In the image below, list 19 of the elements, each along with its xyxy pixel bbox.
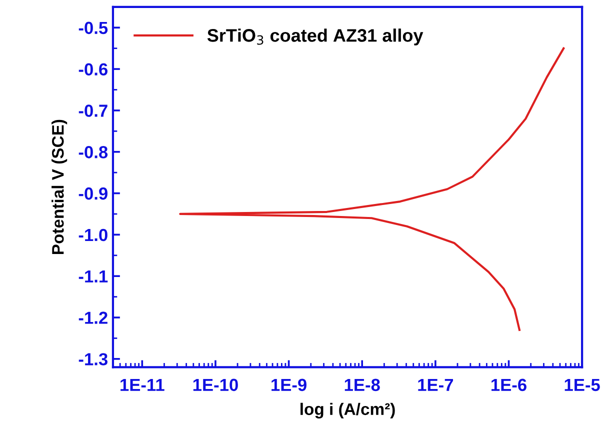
x-tick-label: 1E-10: [193, 378, 238, 392]
y-tick-label: -0.6: [78, 63, 108, 76]
y-axis-title: Potential V (SCE): [52, 120, 68, 254]
y-tick-label: -1.2: [78, 312, 108, 324]
x-tick-label: 1E-7: [418, 378, 454, 391]
x-tick-label: 1E-11: [120, 378, 164, 391]
y-tick-label: -1.0: [78, 228, 108, 242]
y-tick-label: -1.3: [78, 353, 108, 366]
y-tick-label: -1.1: [78, 270, 108, 282]
x-tick-label: 1E-6: [492, 378, 526, 392]
y-tick-label: -0.5: [78, 22, 108, 34]
x-tick-label: 1E-8: [344, 378, 380, 392]
y-tick-label: -0.9: [78, 187, 108, 200]
y-tick-label: -0.8: [78, 146, 108, 158]
legend-label: SrTiO$_{3}$ coated AZ31 alloy: [207, 28, 424, 46]
x-axis-title: log i (A/cm²): [300, 402, 395, 418]
x-tick-label: 1E-9: [272, 378, 306, 392]
x-tick-label: 1E-5: [564, 378, 600, 392]
y-tick-label: -0.7: [78, 104, 108, 117]
